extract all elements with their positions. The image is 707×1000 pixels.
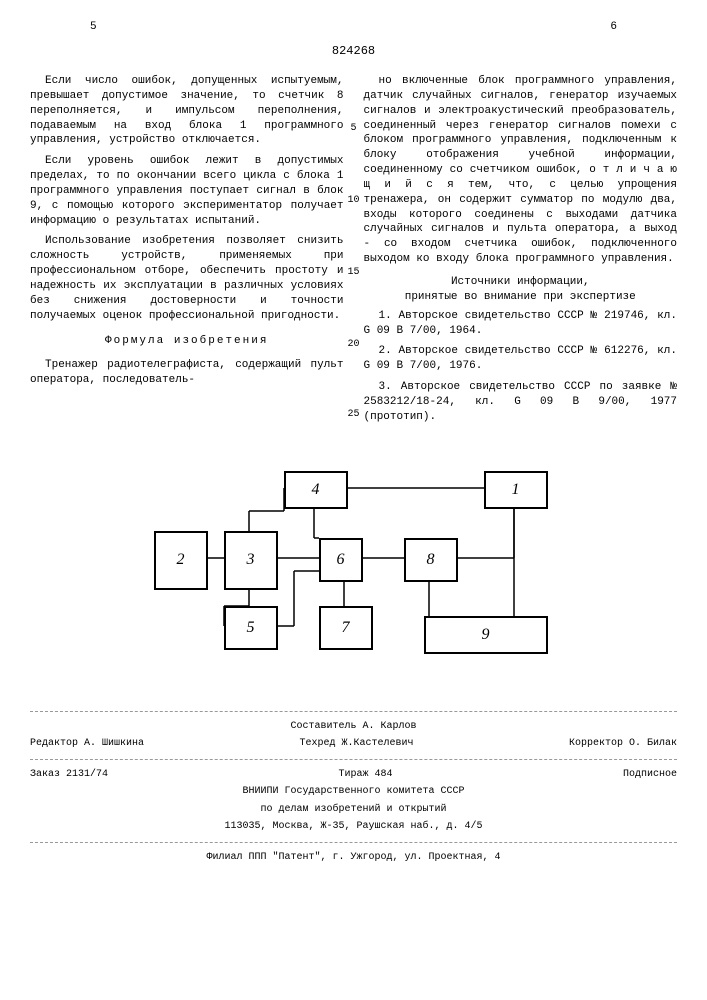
order-num: Заказ 2131/74	[30, 768, 108, 782]
left-page-num: 5	[90, 20, 97, 35]
paragraph: но включенные блок программного управлен…	[364, 74, 678, 267]
page-header: 5 6	[30, 20, 677, 35]
subscription: Подписное	[623, 768, 677, 782]
diagram-block-7: 7	[319, 606, 373, 650]
right-page-num: 6	[610, 20, 617, 35]
paragraph: Тренажер радиотелеграфиста, содержащий п…	[30, 358, 344, 388]
compiler: Составитель А. Карлов	[30, 718, 677, 736]
paragraph: Использование изобретения позволяет сниз…	[30, 234, 344, 323]
diagram-block-8: 8	[404, 538, 458, 582]
formula-title: Формула изобретения	[30, 334, 344, 349]
line-marker: 25	[347, 408, 359, 422]
techred: Техред Ж.Кастелевич	[299, 737, 413, 751]
diagram-block-2: 2	[154, 531, 208, 590]
source-ref: 3. Авторское свидетельство СССР по заявк…	[364, 380, 678, 425]
paragraph: Если число ошибок, допущенных испытуемым…	[30, 74, 344, 148]
line-marker: 5	[350, 122, 356, 136]
address: 113035, Москва, Ж-35, Раушская наб., д. …	[30, 818, 677, 836]
org-line: ВНИИПИ Государственного комитета СССР	[30, 783, 677, 801]
address: Филиал ППП "Патент", г. Ужгород, ул. Про…	[30, 849, 677, 867]
org-line: по делам изобретений и открытий	[30, 801, 677, 819]
corrector: Корректор О. Билак	[569, 737, 677, 751]
text-content: 5 10 15 20 25 Если число ошибок, допущен…	[30, 74, 677, 431]
diagram-block-4: 4	[284, 471, 348, 509]
diagram-block-1: 1	[484, 471, 548, 509]
footer: Составитель А. Карлов Редактор А. Шишкин…	[30, 711, 677, 867]
source-ref: 2. Авторское свидетельство СССР № 612276…	[364, 344, 678, 374]
line-marker: 15	[347, 266, 359, 280]
patent-number: 824268	[30, 43, 677, 59]
source-ref: 1. Авторское свидетельство СССР № 219746…	[364, 309, 678, 339]
line-marker: 10	[347, 194, 359, 208]
editor: Редактор А. Шишкина	[30, 737, 144, 751]
diagram-block-9: 9	[424, 616, 548, 654]
left-column: Если число ошибок, допущенных испытуемым…	[30, 74, 344, 431]
diagram-block-5: 5	[224, 606, 278, 650]
sources-title: Источники информации, принятые во вниман…	[364, 275, 678, 305]
paragraph: Если уровень ошибок лежит в допустимых п…	[30, 154, 344, 228]
block-diagram: 1 234 56 78 9	[144, 461, 564, 681]
diagram-block-3: 3	[224, 531, 278, 590]
diagram-block-6: 6	[319, 538, 363, 582]
line-marker: 20	[347, 338, 359, 352]
right-column: но включенные блок программного управлен…	[364, 74, 678, 431]
tirage: Тираж 484	[338, 768, 392, 782]
